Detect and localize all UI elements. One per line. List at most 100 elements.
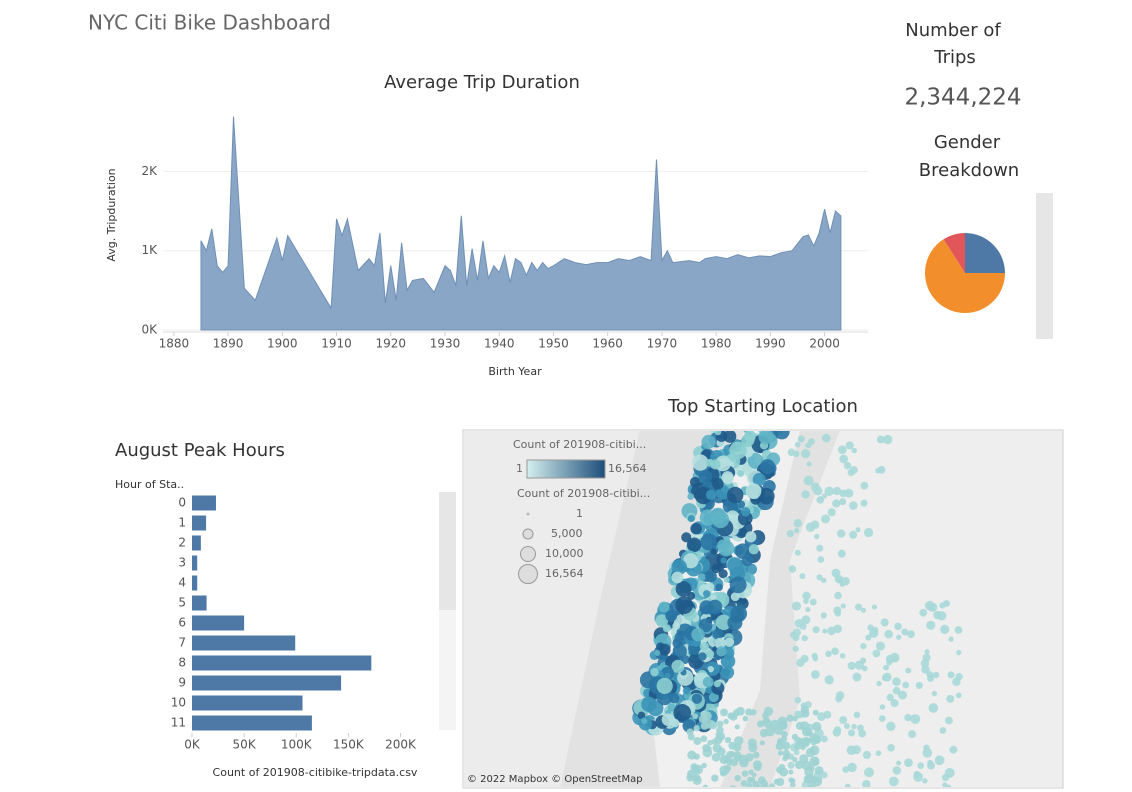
map-dot [926, 620, 936, 630]
y-tick-label: 0K [141, 323, 158, 337]
map-dot [793, 527, 800, 534]
map-dot [837, 445, 847, 455]
map-dot [671, 659, 685, 673]
y-tick-label: 10 [171, 696, 186, 710]
map-dot [759, 729, 769, 738]
y-axis-title: Avg. Tripduration [105, 168, 118, 261]
y-tick-label: 6 [178, 616, 186, 630]
scrollbar[interactable] [1036, 193, 1053, 339]
map-dot [805, 607, 811, 613]
map-dot [834, 610, 841, 617]
map-dot [905, 667, 912, 674]
size-legend-swatch [520, 546, 536, 562]
map-dot [792, 756, 798, 763]
x-tick-label: 1910 [321, 337, 352, 351]
map-dot [867, 624, 874, 631]
size-legend-swatch [526, 512, 530, 516]
map-dot [922, 653, 931, 662]
x-tick-label: 200K [385, 738, 417, 752]
map-dot [801, 615, 811, 625]
map-dot [723, 576, 730, 583]
map-dot [793, 518, 803, 528]
map-dot [839, 454, 849, 464]
bar [192, 495, 216, 511]
y-tick-label: 0 [178, 496, 186, 510]
map-dot [692, 713, 699, 720]
map-dot [844, 783, 851, 787]
map-dot [852, 745, 861, 755]
y-tick-label: 2 [178, 536, 186, 550]
map-dot [835, 691, 845, 700]
map-dot [701, 762, 707, 769]
map-dot [740, 507, 751, 517]
map-dot [720, 665, 735, 680]
bar [192, 675, 342, 691]
size-legend-swatch [522, 528, 534, 540]
x-axis-title: Birth Year [488, 365, 542, 378]
map-dot [723, 431, 737, 443]
map-dot [759, 740, 765, 746]
map-dot [740, 779, 748, 787]
legend-title: Count of 201908-citibi... [513, 438, 646, 451]
map-dot [716, 720, 724, 728]
bar [192, 695, 303, 711]
map-dot [667, 703, 676, 712]
map-dot [844, 488, 854, 498]
map-dot [921, 665, 930, 674]
map-dot [947, 671, 955, 679]
pie-slice [925, 239, 1005, 314]
map-dot [820, 612, 827, 619]
map-dot [945, 716, 953, 725]
map-dot [703, 590, 711, 598]
map-dot [801, 760, 812, 771]
map-dot [690, 522, 702, 535]
land [464, 431, 640, 787]
map-dot [946, 694, 955, 703]
map-dot [803, 475, 814, 486]
map-dot [931, 690, 938, 697]
map-dot [662, 624, 671, 633]
map-dot [673, 704, 692, 722]
map-dot [803, 598, 809, 604]
map-dot [687, 493, 695, 500]
map-dot [949, 745, 958, 754]
map-dot [861, 665, 868, 672]
map-dot [721, 471, 734, 484]
map-dot [641, 717, 648, 725]
map-dot [788, 777, 794, 783]
map-dot [744, 431, 756, 442]
map-dot [927, 759, 934, 766]
map-dot [837, 529, 846, 538]
x-tick-label: 1930 [430, 337, 461, 351]
map-dot [699, 641, 709, 651]
map-dot [717, 539, 728, 550]
map-dot [786, 714, 794, 722]
map-dot [807, 774, 815, 782]
map-dot [907, 630, 915, 638]
map-dot [812, 776, 822, 787]
map-dot [710, 613, 718, 621]
y-tick-label: 9 [178, 676, 186, 690]
map-dot [755, 785, 763, 787]
bar [192, 655, 372, 671]
scrollbar[interactable] [439, 492, 456, 610]
map-dot [705, 570, 717, 583]
x-tick-label: 2000 [809, 337, 840, 351]
legend-label: 5,000 [551, 527, 583, 540]
map-dot [734, 736, 744, 746]
map-dot [805, 747, 816, 758]
kpi-label: Trips [933, 47, 976, 68]
map-dot [788, 769, 794, 775]
y-tick-label: 1K [141, 243, 158, 257]
map-dot [792, 645, 799, 652]
map-dot [904, 713, 912, 722]
map-dot [791, 733, 799, 741]
map-dot [656, 642, 665, 651]
map-dot [863, 527, 874, 538]
map-dot [944, 767, 955, 778]
map-dot [832, 486, 842, 496]
map-dot [853, 711, 861, 719]
map-dot [898, 690, 908, 700]
map-dot [698, 618, 713, 633]
map-dot [801, 449, 811, 459]
